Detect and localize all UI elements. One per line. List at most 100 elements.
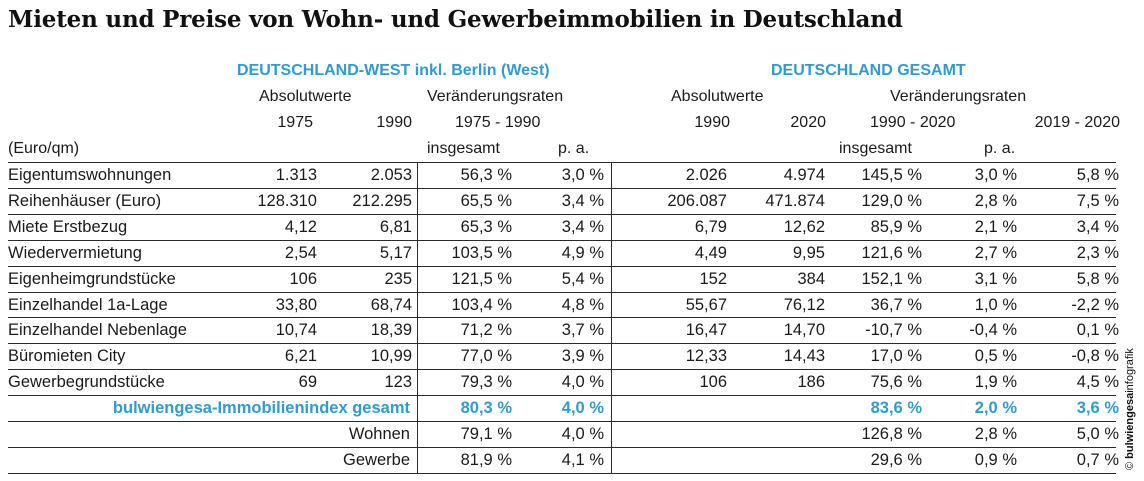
cell-g-yy: 5,8 %	[1076, 166, 1119, 184]
cell-g-pa: 3,1 %	[974, 269, 1017, 288]
cell-w1990: 235	[384, 269, 412, 288]
header-rule	[8, 162, 1116, 163]
cell-g-yy: 4,5 %	[1076, 373, 1119, 392]
index-w-ins: 80,3 %	[460, 399, 512, 418]
gesamt-heading: DEUTSCHLAND GESAMT	[771, 62, 966, 79]
sub-g-pa: 2,8 %	[974, 425, 1017, 443]
cell-w1990: 10,99	[370, 347, 412, 366]
sub-w-pa: 4,0 %	[561, 425, 604, 443]
cell-w-pa: 5,4 %	[561, 269, 604, 288]
sub-row-label: Gewerbe	[343, 450, 410, 469]
cell-g-yy: 3,4 %	[1076, 217, 1119, 236]
cell-g-ins: 145,5 %	[861, 166, 922, 184]
cell-w1975: 6,21	[284, 347, 317, 366]
cell-g-pa: 0,5 %	[974, 347, 1017, 366]
cell-w-ins: 103,4 %	[451, 295, 512, 314]
cell-w-ins: 56,3 %	[460, 166, 512, 184]
cell-g-ins: 152,1 %	[861, 269, 922, 288]
row-rule	[8, 240, 1116, 241]
sub-g-yy: 5,0 %	[1076, 425, 1119, 443]
credit-label: © bulwiengesainfografik	[1124, 348, 1136, 470]
cell-w1990: 6,81	[379, 217, 412, 236]
cell-g-ins: -10,7 %	[865, 321, 922, 340]
sub-g-yy: 0,7 %	[1076, 450, 1119, 469]
cell-g-pa: 1,0 %	[974, 295, 1017, 314]
row-label: Einzelhandel Nebenlage	[8, 321, 187, 340]
cell-w-ins: 71,2 %	[460, 321, 512, 340]
cell-w1990: 5,17	[379, 243, 412, 262]
row-label: Einzelhandel 1a-Lage	[8, 295, 168, 314]
cell-g2020: 12,62	[783, 217, 825, 236]
index-w-pa: 4,0 %	[561, 399, 604, 418]
sub-g-ins: 29,6 %	[870, 450, 922, 469]
cell-g-pa: 2,8 %	[974, 191, 1017, 210]
cell-g-ins: 85,9 %	[870, 217, 922, 236]
row-rule	[8, 188, 1116, 189]
row-rule	[8, 473, 1116, 474]
column-divider	[417, 162, 418, 473]
cell-g2020: 384	[797, 269, 825, 288]
cell-w-pa: 3,4 %	[561, 217, 604, 236]
cell-g-ins: 129,0 %	[861, 191, 922, 210]
row-rule	[8, 292, 1116, 293]
page-title: Mieten und Preise von Wohn- und Gewerbei…	[8, 6, 903, 33]
gesamt-year-a: 1990	[694, 114, 730, 131]
sub-w-ins: 79,1 %	[460, 425, 512, 443]
index-label: bulwiengesa-Immobilienindex gesamt	[112, 399, 410, 418]
west-year-a: 1975	[277, 114, 313, 131]
gesamt-year-b: 2020	[790, 114, 826, 131]
cell-g-yy: -2,2 %	[1071, 295, 1119, 314]
sub-w-ins: 81,9 %	[460, 450, 512, 469]
west-absolut-label: Absolutwerte	[259, 88, 352, 105]
index-g-ins: 83,6 %	[870, 399, 922, 418]
cell-g2020: 9,95	[792, 243, 825, 262]
cell-w-pa: 4,9 %	[561, 243, 604, 262]
cell-g1990: 2.026	[685, 166, 727, 184]
cell-g-ins: 36,7 %	[870, 295, 922, 314]
row-rule	[8, 266, 1116, 267]
cell-w1975: 1.313	[275, 166, 317, 184]
cell-w-ins: 65,3 %	[460, 217, 512, 236]
cell-w1975: 33,80	[275, 295, 317, 314]
row-rule	[8, 369, 1116, 370]
cell-g1990: 16,47	[685, 321, 727, 340]
cell-w1975: 69	[298, 373, 317, 392]
row-label: Eigentumswohnungen	[8, 166, 172, 184]
cell-w-pa: 4,8 %	[561, 295, 604, 314]
cell-g-pa: 1,9 %	[974, 373, 1017, 392]
cell-g-pa: 3,0 %	[974, 166, 1017, 184]
cell-w1975: 106	[289, 269, 317, 288]
cell-w1975: 2,54	[284, 243, 317, 262]
cell-w1990: 123	[384, 373, 412, 392]
gesamt-insgesamt-label: insgesamt	[839, 140, 912, 157]
cell-g-yy: 5,8 %	[1076, 269, 1119, 288]
row-label: Eigenheimgrundstücke	[8, 269, 176, 288]
index-g-yy: 3,6 %	[1076, 399, 1119, 418]
gesamt-range2: 2019 - 2020	[1034, 114, 1120, 131]
cell-w1975: 4,12	[284, 217, 317, 236]
cell-w-pa: 3,9 %	[561, 347, 604, 366]
sub-g-ins: 126,8 %	[861, 425, 922, 443]
sub-row-label: Wohnen	[348, 425, 410, 443]
cell-w-pa: 3,4 %	[561, 191, 604, 210]
cell-g2020: 471.874	[765, 191, 825, 210]
cell-g2020: 14,70	[783, 321, 825, 340]
cell-g1990: 12,33	[685, 347, 727, 366]
cell-w1975: 10,74	[275, 321, 317, 340]
row-label: Miete Erstbezug	[8, 217, 128, 236]
west-veraenderung-label: Veränderungsraten	[427, 88, 564, 105]
cell-g2020: 4.974	[783, 166, 825, 184]
row-rule	[8, 343, 1116, 344]
west-heading: DEUTSCHLAND-WEST inkl. Berlin (West)	[237, 62, 550, 79]
cell-g1990: 106	[699, 373, 727, 392]
sub-w-pa: 4,1 %	[561, 450, 604, 469]
cell-w-ins: 65,5 %	[460, 191, 512, 210]
cell-w-ins: 103,5 %	[451, 243, 512, 262]
west-insgesamt-label: insgesamt	[427, 140, 500, 157]
cell-g-ins: 75,6 %	[870, 373, 922, 392]
cell-g1990: 6,79	[694, 217, 727, 236]
row-rule	[8, 214, 1116, 215]
row-rule	[8, 421, 1116, 422]
unit-label: (Euro/qm)	[8, 140, 80, 157]
cell-g-pa: -0,4 %	[969, 321, 1017, 340]
